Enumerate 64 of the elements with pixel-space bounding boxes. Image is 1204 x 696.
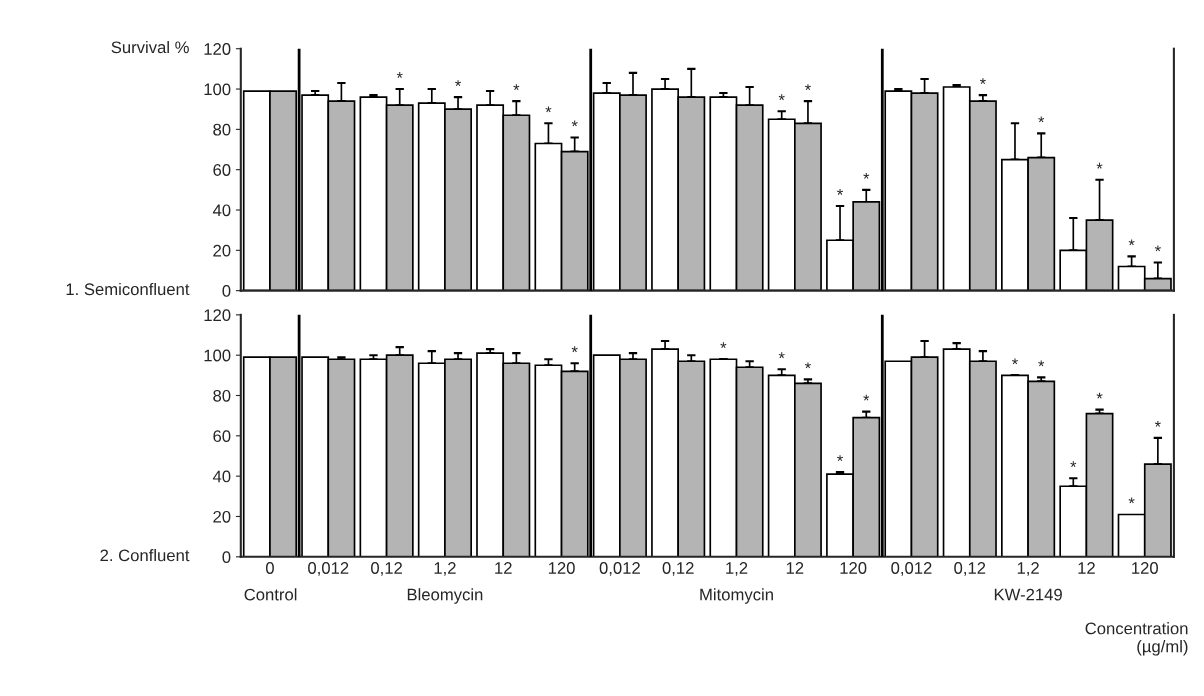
data-label: * [1012, 358, 1018, 365]
data-label: * [396, 72, 403, 78]
data-label: * [804, 362, 811, 369]
y-tick-label: 120 [204, 43, 231, 55]
data-label: * [778, 352, 785, 359]
data-label: * [778, 94, 785, 101]
data-label: * [1154, 420, 1161, 427]
data-label: * [1154, 245, 1161, 252]
data-label: * [1070, 461, 1077, 468]
data-label: * [837, 189, 844, 195]
data-label: * [804, 84, 811, 91]
x-tick-label: 0 [265, 562, 274, 574]
data-label: * [1038, 360, 1045, 367]
y-tick-label: 60 [213, 164, 231, 176]
data-label: * [863, 172, 870, 179]
x-tick-label: 0,12 [954, 562, 986, 576]
data-label: * [863, 394, 870, 401]
y-tick-label: 0 [222, 285, 231, 297]
y-tick-label: 100 [204, 83, 231, 96]
text: 2. Confluent [100, 549, 190, 562]
data-label: * [513, 84, 520, 91]
x-tick-label: 12 [1078, 562, 1095, 574]
data-label: * [720, 342, 727, 349]
x-tick-label: 0,012 [308, 562, 349, 576]
x-tick-label: 1,2 [434, 562, 456, 576]
y-axis-title: Survival % [111, 40, 189, 54]
data-label: * [837, 455, 844, 462]
data-label: * [455, 80, 462, 87]
y-tick-label: 60 [213, 430, 231, 443]
x-tick-label: 12 [786, 562, 804, 574]
data-label: * [1128, 239, 1135, 246]
y-tick-label: 40 [212, 204, 231, 217]
y-tick-label: 120 [204, 309, 231, 322]
data-label: * [1096, 392, 1103, 399]
text: KW-2149 [994, 588, 1062, 601]
data-label: * [545, 106, 552, 113]
data-label: * [1038, 116, 1045, 123]
data-label: * [979, 78, 986, 84]
data-label: * [571, 346, 578, 353]
y-tick-label: 20 [213, 244, 231, 257]
x-tick-label: 1,2 [726, 562, 748, 576]
y-tick-label: 20 [213, 510, 231, 523]
y-tick-label: 80 [213, 389, 231, 402]
data-label: * [1096, 162, 1103, 169]
x-tick-label: 120 [840, 562, 867, 574]
y-tick-label: 0 [222, 551, 231, 563]
x-tick-label: 12 [495, 562, 512, 574]
x-tick-label: 0,012 [891, 562, 932, 576]
y-tick-label: 100 [204, 349, 231, 362]
x-tick-label: 1,2 [1017, 562, 1039, 576]
x-tick-label: 120 [1132, 562, 1158, 574]
text: Bleomycin [407, 588, 483, 604]
y-tick-label: 80 [213, 123, 231, 136]
data-label: * [1128, 497, 1135, 504]
x-tick-label: 120 [548, 562, 575, 574]
text: 1. Semiconfluent [66, 282, 190, 296]
text: Mitomycin [700, 588, 773, 604]
x-tick-label: 0,12 [371, 562, 402, 576]
text: Control [244, 588, 297, 601]
x-tick-label: 0,012 [599, 562, 640, 576]
data-label: * [571, 120, 578, 127]
x-tick-label: 0,12 [662, 562, 694, 576]
text: Concentration (µg/ml) [1085, 622, 1188, 656]
y-tick-label: 40 [212, 470, 231, 483]
